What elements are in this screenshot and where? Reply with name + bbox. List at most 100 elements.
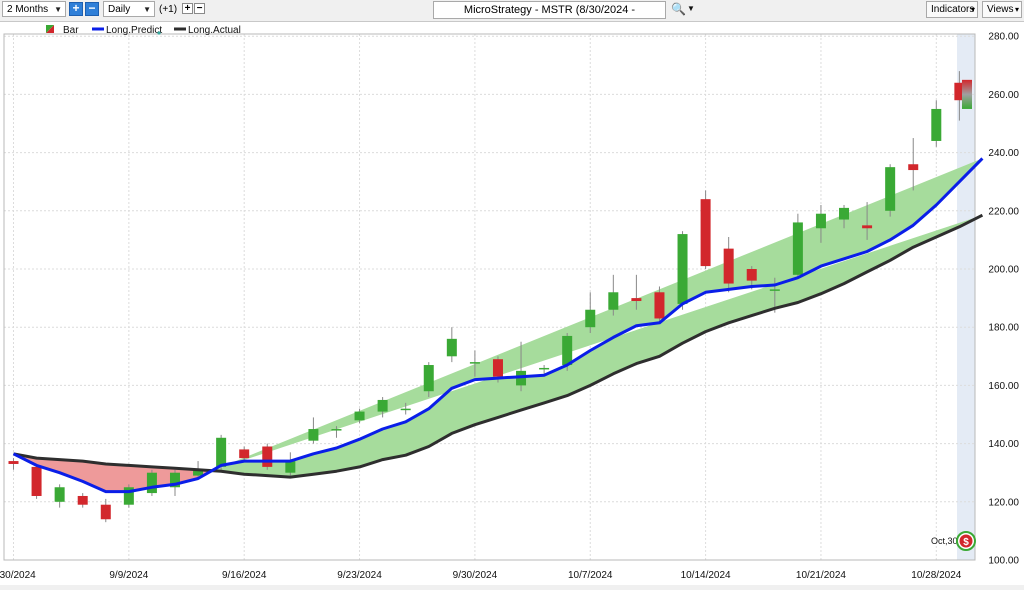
plot-border	[3, 33, 976, 561]
candle	[885, 164, 896, 217]
candle	[54, 484, 65, 508]
candle	[723, 236, 734, 293]
candle	[308, 417, 319, 444]
y-tick-label: 180.00	[988, 323, 1019, 334]
offset-decrease-button[interactable]: −	[194, 3, 205, 14]
candle	[400, 402, 411, 415]
chevron-down-icon: ▾	[970, 5, 975, 14]
candle-body	[8, 461, 19, 464]
x-tick-label: 8/30/2024	[0, 570, 36, 581]
dollar-icon-glyph: $	[963, 537, 969, 548]
zoom-out-button[interactable]: −	[85, 2, 99, 16]
candle-body	[423, 365, 434, 392]
interval-select[interactable]: Daily ▼	[103, 1, 155, 17]
candle-body	[769, 289, 780, 291]
candle	[469, 350, 480, 377]
candle	[146, 469, 157, 496]
x-tick-label: 10/7/2024	[568, 570, 613, 581]
chevron-down-icon[interactable]: ▼	[687, 4, 695, 13]
candle	[839, 204, 850, 229]
candle	[100, 498, 111, 523]
y-tick-label: 120.00	[988, 497, 1019, 508]
candle-body	[746, 269, 757, 281]
symbol-title[interactable]: MicroStrategy - MSTR (8/30/2024 - 10/30/…	[433, 1, 666, 33]
legend-label-predict: Long.Predict	[106, 25, 162, 36]
offset-increase-button[interactable]: +	[182, 3, 193, 14]
y-tick-label: 160.00	[988, 381, 1019, 392]
candle	[123, 484, 134, 508]
period-select[interactable]: 2 Months ▼	[2, 1, 66, 17]
candle	[354, 408, 365, 424]
candle	[31, 463, 42, 499]
interval-select-value: Daily	[108, 4, 131, 15]
candle	[815, 204, 826, 243]
candle-body	[400, 408, 411, 411]
candle-body	[792, 222, 803, 275]
x-tick-label: 9/9/2024	[109, 570, 148, 581]
candle-body	[954, 82, 965, 101]
long-actual-line	[13, 213, 984, 479]
chevron-down-icon: ▼	[143, 5, 151, 14]
y-tick-label: 200.00	[988, 265, 1019, 276]
y-tick-label: 100.00	[988, 556, 1019, 567]
x-tick-label: 10/28/2024	[911, 570, 961, 581]
candle	[539, 365, 550, 374]
bearish-area	[13, 453, 212, 492]
candle	[908, 138, 919, 191]
bullish-area	[211, 158, 983, 478]
candle	[862, 202, 873, 240]
indicators-button[interactable]: Indicators ▾	[926, 1, 978, 18]
candle	[423, 362, 434, 398]
candle-body	[446, 338, 457, 357]
candle-body	[839, 207, 850, 220]
x-tick-label: 9/23/2024	[337, 570, 382, 581]
forecast-candle-body	[962, 79, 972, 109]
candle-body	[608, 292, 619, 310]
candle-body	[31, 466, 42, 496]
candle-body	[239, 449, 250, 459]
legend-label-actual: Long.Actual	[188, 25, 241, 36]
y-tick-label: 220.00	[988, 206, 1019, 217]
candle	[285, 452, 296, 476]
x-tick-label: 10/14/2024	[681, 570, 731, 581]
candle-body	[169, 472, 180, 488]
candle-body	[677, 234, 688, 304]
search-icon[interactable]: 🔍	[671, 2, 686, 16]
candle	[700, 190, 711, 269]
forecast-candle	[962, 79, 972, 109]
period-select-value: 2 Months	[7, 4, 49, 15]
candle	[954, 71, 965, 121]
candle-body	[100, 504, 111, 520]
candle	[931, 100, 942, 147]
legend: Bar Long.Predict Long.Actual	[46, 25, 241, 36]
candle	[446, 327, 457, 363]
legend-dot	[157, 31, 161, 35]
toolbar: 2 Months ▼ + − Daily ▼ (+1) + − MicroStr…	[0, 0, 1024, 33]
candle-body	[492, 359, 503, 377]
candle	[631, 274, 642, 310]
offset-label: (+1)	[159, 4, 178, 15]
chevron-down-icon: ▾	[1014, 5, 1019, 14]
candle-body	[700, 199, 711, 267]
candle-body	[308, 429, 319, 441]
views-label: Views	[987, 4, 1014, 15]
candle-body	[654, 292, 665, 319]
candle-body	[815, 213, 826, 229]
candle-body	[285, 461, 296, 473]
views-button[interactable]: Views ▾	[982, 1, 1022, 18]
dollar-icon: $	[956, 531, 976, 551]
candle	[608, 274, 619, 316]
candle-body	[469, 362, 480, 364]
x-tick-label: 9/16/2024	[222, 570, 267, 581]
zoom-in-button[interactable]: +	[69, 2, 83, 16]
bar-legend-icon-up	[46, 25, 54, 33]
price-chart[interactable]: 100.00 120.00 140.00 160.00 180.00 200.00 220.…	[0, 22, 1024, 585]
candle	[792, 213, 803, 278]
candle	[677, 231, 688, 310]
indicators-label: Indicators	[931, 4, 975, 15]
chart-area[interactable]: 100.00 120.00 140.00 160.00 180.00 200.00 220.…	[0, 22, 1024, 585]
candle-body	[931, 108, 942, 141]
candle-body	[908, 164, 919, 171]
candle	[585, 292, 596, 334]
candle-body	[123, 487, 134, 505]
